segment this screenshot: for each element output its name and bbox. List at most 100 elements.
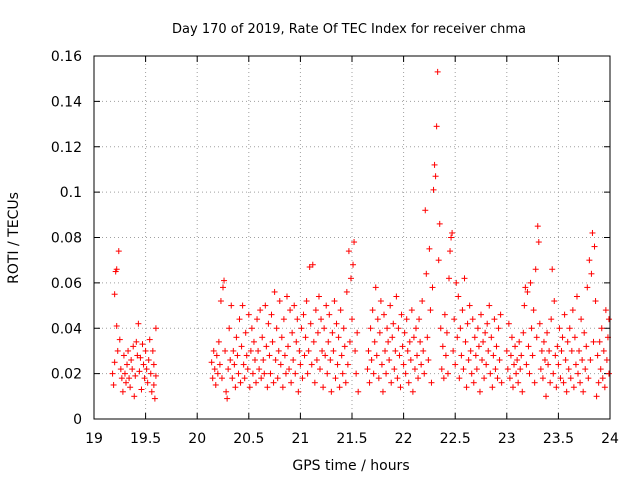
y-tick-label: 0.16 <box>51 49 82 65</box>
data-point <box>315 293 322 300</box>
data-point <box>572 361 579 368</box>
data-point <box>113 322 120 329</box>
data-point <box>394 375 401 382</box>
data-point <box>575 370 582 377</box>
data-point <box>292 370 299 377</box>
data-point <box>564 338 571 345</box>
data-point <box>399 343 406 350</box>
data-point <box>465 357 472 364</box>
data-point <box>456 375 463 382</box>
data-point <box>343 288 350 295</box>
data-point <box>593 393 600 400</box>
data-point <box>561 311 568 318</box>
data-point <box>293 338 300 345</box>
data-point <box>419 298 426 305</box>
data-point <box>442 352 449 359</box>
data-point <box>440 375 447 382</box>
data-point <box>372 284 379 291</box>
data-point <box>520 329 527 336</box>
data-point <box>350 261 357 268</box>
data-point <box>288 379 295 386</box>
data-point <box>473 366 480 373</box>
data-point <box>533 334 540 341</box>
data-point <box>400 361 407 368</box>
data-point <box>150 381 157 388</box>
data-point <box>120 352 127 359</box>
data-point <box>541 357 548 364</box>
data-point <box>139 341 146 348</box>
data-point <box>234 352 241 359</box>
data-point <box>550 370 557 377</box>
data-point <box>297 361 304 368</box>
data-point <box>379 388 386 395</box>
data-point <box>508 334 515 341</box>
data-point <box>469 316 476 323</box>
data-point <box>371 338 378 345</box>
data-point <box>318 316 325 323</box>
data-point <box>583 343 590 350</box>
y-tick-label: 0.04 <box>51 321 82 337</box>
data-point <box>512 343 519 350</box>
data-point <box>231 361 238 368</box>
data-point <box>488 334 495 341</box>
data-point <box>539 375 546 382</box>
data-point <box>483 361 490 368</box>
data-point <box>214 370 221 377</box>
data-point <box>143 366 150 373</box>
data-point <box>595 379 602 386</box>
data-point <box>331 298 338 305</box>
data-point <box>586 257 593 264</box>
x-tick-label: 23.5 <box>543 431 574 447</box>
data-point <box>528 325 535 332</box>
data-point <box>573 293 580 300</box>
data-point <box>244 366 251 373</box>
data-point <box>211 366 218 373</box>
data-point <box>449 229 456 236</box>
data-point <box>433 123 440 130</box>
data-point <box>328 388 335 395</box>
data-point <box>295 388 302 395</box>
data-point <box>287 307 294 314</box>
data-point <box>415 375 422 382</box>
data-point <box>375 375 382 382</box>
data-point <box>337 307 344 314</box>
data-point <box>553 384 560 391</box>
data-point <box>567 375 574 382</box>
data-point <box>388 379 395 386</box>
data-point <box>340 325 347 332</box>
data-point <box>365 347 372 354</box>
data-point <box>291 302 298 309</box>
data-point <box>119 388 126 395</box>
data-point <box>138 386 145 393</box>
data-point <box>421 370 428 377</box>
data-point <box>312 307 319 314</box>
data-point <box>485 347 492 354</box>
data-point <box>319 347 326 354</box>
data-point <box>410 334 417 341</box>
data-point <box>603 357 610 364</box>
data-point <box>258 375 265 382</box>
data-point <box>478 311 484 318</box>
data-point <box>524 288 531 295</box>
data-point <box>264 384 271 391</box>
data-point <box>579 357 586 364</box>
data-point <box>230 347 237 354</box>
data-point <box>481 375 488 382</box>
data-points <box>109 68 612 402</box>
data-point <box>549 266 556 273</box>
data-point <box>407 357 414 364</box>
data-point <box>332 375 339 382</box>
data-point <box>448 234 455 241</box>
data-point <box>536 320 543 327</box>
data-point <box>339 370 346 377</box>
data-point <box>126 375 133 382</box>
data-point <box>591 243 598 250</box>
data-point <box>391 366 398 373</box>
data-point <box>601 384 608 391</box>
data-point <box>218 375 225 382</box>
data-point <box>493 343 500 350</box>
data-point <box>514 357 521 364</box>
data-point <box>271 288 278 295</box>
data-point <box>111 291 118 298</box>
data-point <box>253 379 260 386</box>
